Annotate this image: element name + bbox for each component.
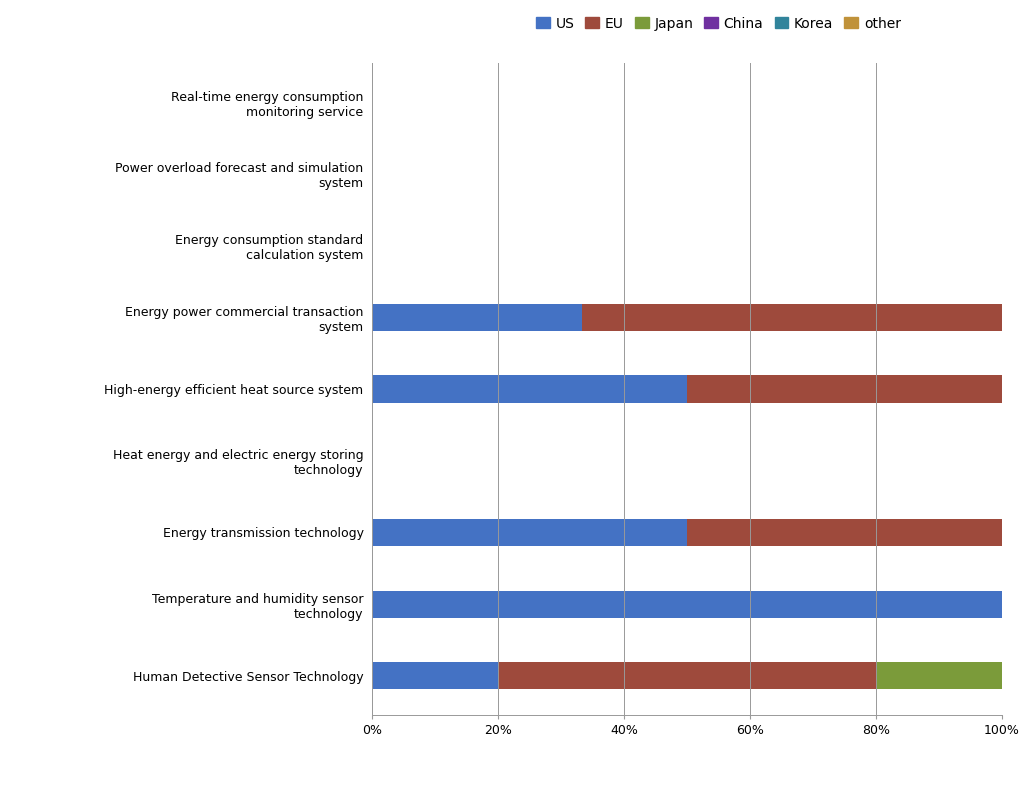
Bar: [372, 376, 687, 402]
Bar: [372, 303, 582, 331]
Bar: [372, 663, 498, 689]
Bar: [687, 376, 1002, 402]
Bar: [372, 519, 687, 546]
Bar: [687, 519, 1002, 546]
Bar: [876, 663, 1002, 689]
Legend: US, EU, Japan, China, Korea, other: US, EU, Japan, China, Korea, other: [530, 11, 907, 36]
Bar: [582, 303, 1002, 331]
Bar: [372, 590, 1002, 618]
Bar: [498, 663, 876, 689]
